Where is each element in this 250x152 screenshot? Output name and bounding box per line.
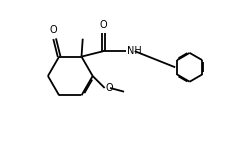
Text: O: O [106, 83, 113, 93]
Text: O: O [100, 20, 107, 30]
Text: NH: NH [127, 46, 142, 56]
Text: O: O [50, 26, 57, 35]
